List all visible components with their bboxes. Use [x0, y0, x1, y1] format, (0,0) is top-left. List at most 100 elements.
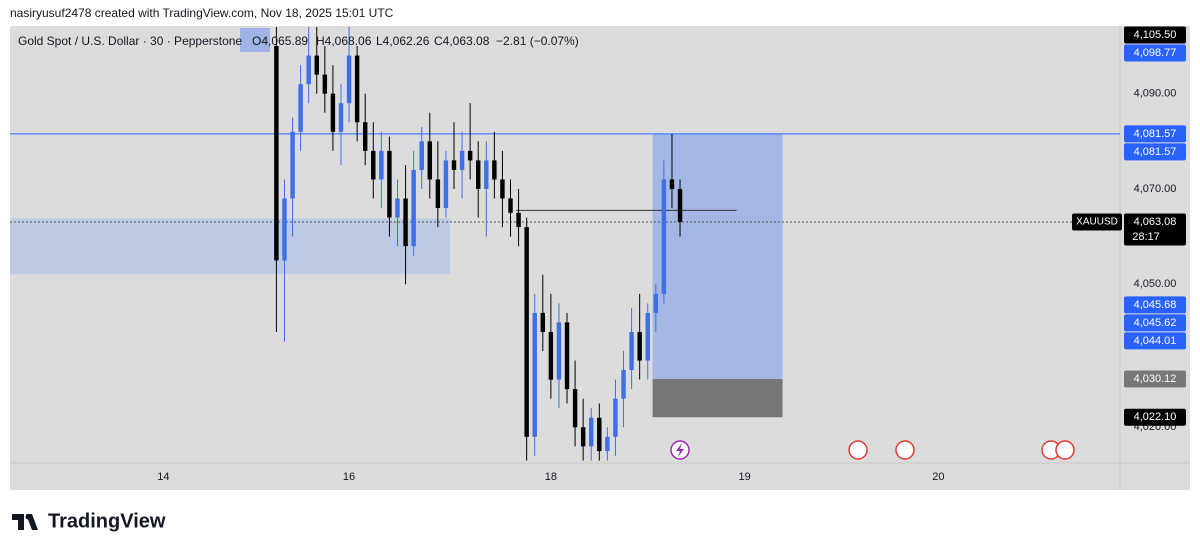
- price-badge-label: 4,105.50: [1134, 29, 1177, 41]
- candle-body: [467, 150, 473, 161]
- candle-body: [653, 293, 659, 313]
- candle-body: [338, 103, 344, 132]
- candle-body: [298, 84, 303, 132]
- candle-body: [564, 322, 570, 390]
- candle-body: [435, 179, 441, 209]
- event-icons: [670, 440, 1075, 460]
- price-badge-label: 4,044.01: [1134, 335, 1177, 347]
- legend-open: O4,065.89: [252, 34, 308, 48]
- candle-body: [306, 55, 311, 85]
- candle-body: [556, 322, 562, 380]
- x-tick-label: 14: [157, 471, 169, 483]
- event-icon: [895, 440, 915, 460]
- candle-body: [516, 212, 521, 228]
- x-tick-label: 20: [932, 471, 944, 483]
- candle-body: [379, 150, 384, 180]
- candle-body: [613, 398, 618, 437]
- candle-body: [371, 150, 376, 180]
- price-badge: [1124, 26, 1186, 44]
- event-icon: [848, 440, 868, 460]
- candle-body: [572, 389, 578, 428]
- price-badge-label: 4,045.68: [1134, 299, 1177, 311]
- candle-body: [645, 312, 650, 361]
- candle-body: [395, 198, 400, 218]
- price-zone: [652, 133, 783, 380]
- candle-body: [629, 331, 634, 371]
- candle-body: [492, 160, 497, 180]
- candle-body: [387, 150, 392, 218]
- price-badge-label: 4,063.08: [1134, 216, 1177, 228]
- price-badge: [1124, 125, 1186, 143]
- y-tick-label: 4,090.00: [1134, 88, 1177, 100]
- candle-body: [500, 179, 505, 199]
- candle-body: [677, 188, 683, 222]
- price-badge-label: 4,098.77: [1134, 47, 1177, 59]
- x-tick-label: 18: [545, 471, 557, 483]
- candle-body: [427, 141, 433, 180]
- price-zone: [10, 218, 450, 275]
- legend-highlight: [240, 28, 270, 52]
- y-tick-label: 4,050.00: [1134, 278, 1177, 290]
- candle-body: [669, 179, 675, 189]
- candle-body: [411, 169, 416, 247]
- candle-body: [419, 141, 424, 170]
- candle-body: [443, 160, 449, 209]
- symbol-label: XAUUSD: [1076, 217, 1118, 228]
- candle-body: [314, 55, 319, 75]
- candle-body: [451, 160, 457, 170]
- candle-body: [637, 331, 642, 361]
- candle-body: [508, 198, 513, 213]
- candle-body: [621, 370, 626, 399]
- brand-name: TradingView: [48, 510, 166, 532]
- candle-body: [484, 160, 489, 189]
- price-badge-label: 4,022.10: [1134, 411, 1177, 423]
- price-zone: [652, 379, 783, 418]
- candle-body: [282, 198, 287, 261]
- price-badge: [1124, 143, 1186, 161]
- legend-low: L4,062.26: [376, 34, 430, 48]
- price-badge: [1124, 370, 1186, 388]
- candle-body: [322, 74, 328, 94]
- candle-body: [475, 160, 481, 189]
- price-badge: [1124, 213, 1186, 246]
- price-badge-label: 4,045.62: [1134, 317, 1177, 329]
- author-line: nasiryusuf2478 created with TradingView.…: [10, 6, 394, 20]
- legend-close: C4,063.08: [434, 34, 490, 48]
- price-badge: [1124, 296, 1186, 314]
- candle-body: [346, 55, 352, 104]
- legend-high: H4,068.06: [316, 34, 372, 48]
- price-badge: [1124, 408, 1186, 426]
- x-tick-label: 16: [343, 471, 355, 483]
- candle-body: [605, 436, 610, 452]
- event-icon: [1055, 440, 1075, 460]
- y-tick-label: 4,070.00: [1134, 183, 1177, 195]
- candle-body: [532, 312, 537, 437]
- price-badge: [1124, 44, 1186, 62]
- x-tick-label: 19: [738, 471, 750, 483]
- brand-logo: TradingView: [12, 510, 166, 532]
- logo-mark: [12, 514, 38, 530]
- candle-body: [524, 227, 529, 437]
- price-badge: [1124, 332, 1186, 350]
- legend-change: −2.81 (−0.07%): [496, 34, 579, 48]
- logo-mark: [25, 514, 31, 520]
- candle-body: [548, 331, 554, 380]
- candle-body: [290, 131, 295, 199]
- plot: [10, 26, 1120, 461]
- candle-body: [274, 46, 279, 261]
- candle-body: [597, 417, 602, 452]
- candle-body: [354, 55, 360, 123]
- price-badge: [1124, 314, 1186, 332]
- candle-body: [330, 93, 336, 132]
- candle-body: [580, 427, 586, 447]
- symbol-badge: [1072, 213, 1122, 231]
- candle-body: [459, 150, 465, 170]
- price-badge-label: 4,081.57: [1134, 128, 1177, 140]
- price-badge-label: 4,030.12: [1134, 373, 1177, 385]
- candle-body: [362, 122, 368, 151]
- candle-body: [540, 312, 546, 332]
- chart-background: [10, 26, 1190, 490]
- candle-body: [589, 417, 594, 447]
